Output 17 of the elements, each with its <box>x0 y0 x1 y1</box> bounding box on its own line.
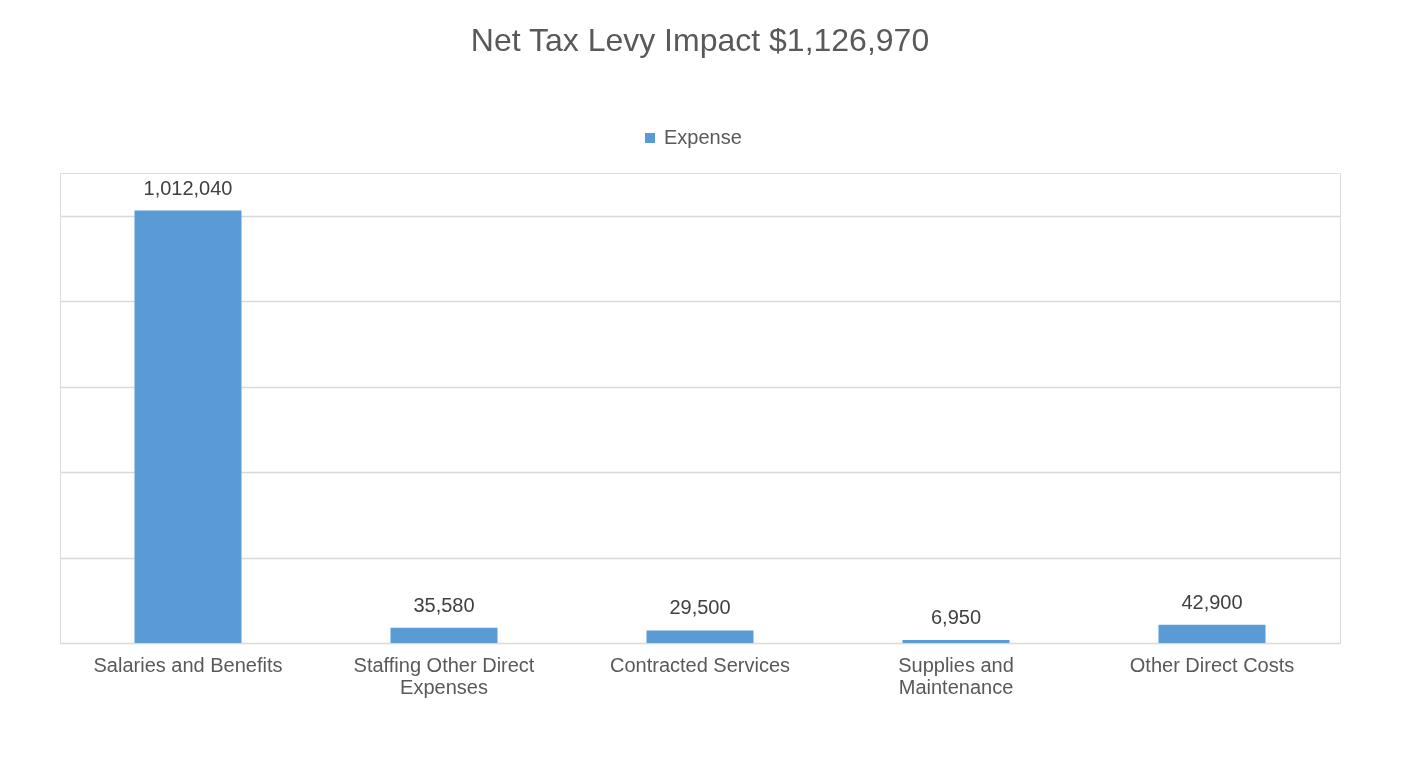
data-label: 29,500 <box>669 596 731 619</box>
x-tick-label: Supplies and Maintenance <box>898 653 1014 698</box>
x-tick-label: Contracted Services <box>609 653 791 676</box>
x-tick-label: Staffing Other Direct Expenses <box>353 653 535 698</box>
data-label: 6,950 <box>930 606 982 629</box>
bar <box>390 627 498 643</box>
data-label: 42,900 <box>1181 590 1243 613</box>
bar <box>1158 624 1266 643</box>
x-tick-label: Other Direct Costs <box>1129 653 1295 676</box>
bar <box>134 210 242 643</box>
bar <box>902 640 1010 643</box>
x-tick-label: Salaries and Benefits <box>93 653 283 676</box>
chart-title: Net Tax Levy Impact $1,126,970 <box>470 22 930 58</box>
bar <box>646 630 754 643</box>
data-label: 1,012,040 <box>143 176 233 199</box>
data-label: 35,580 <box>413 593 475 616</box>
legend-label: Expense <box>664 126 742 148</box>
